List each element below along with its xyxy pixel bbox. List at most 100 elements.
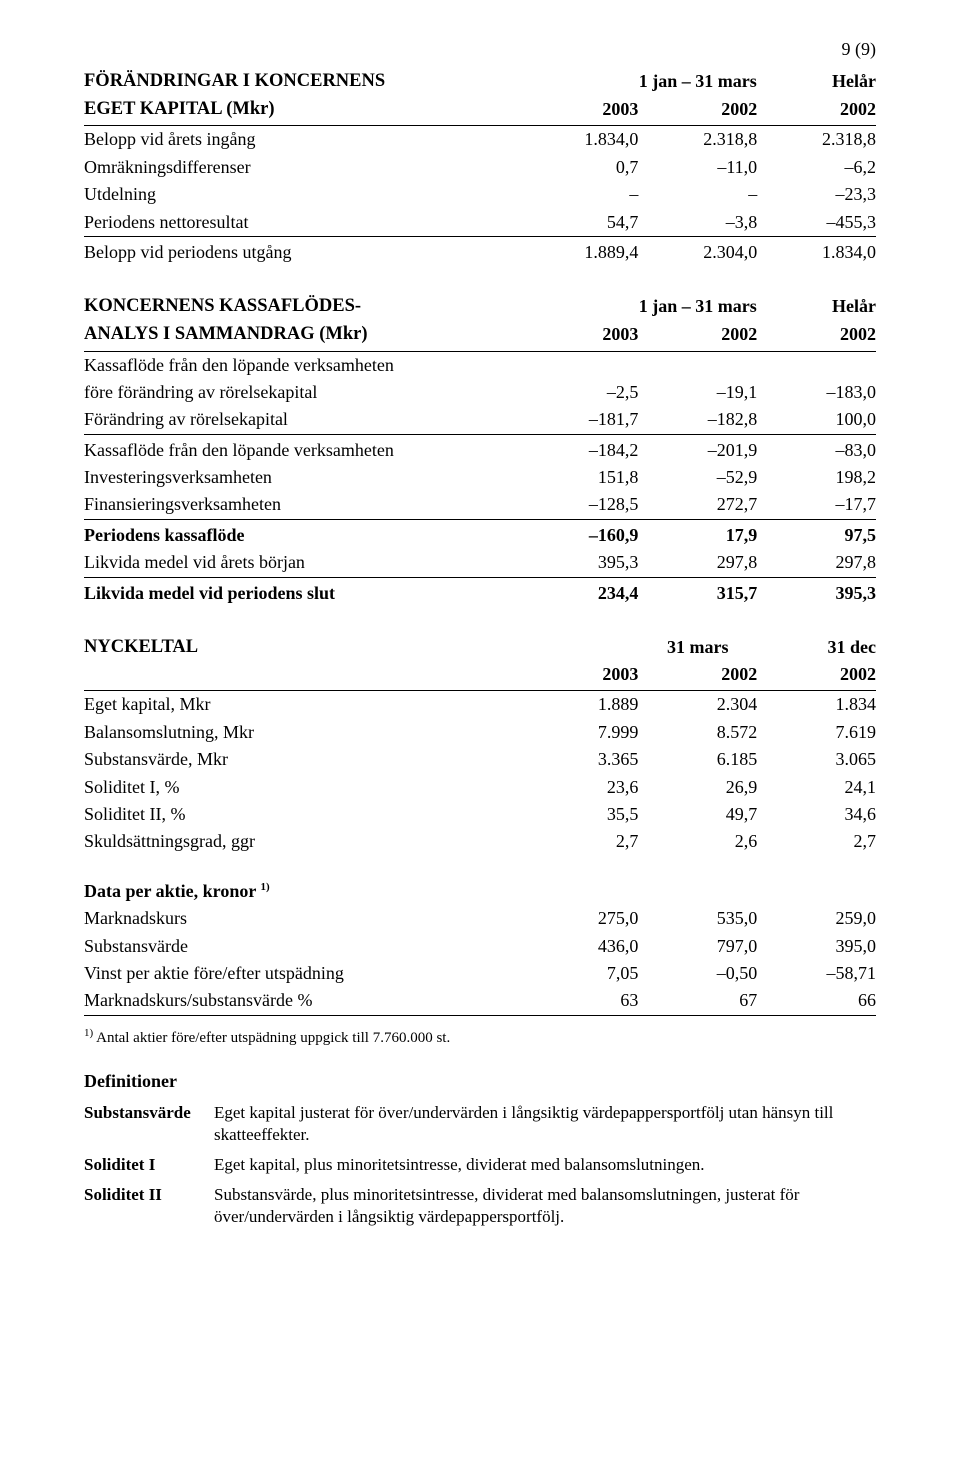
def-term: Soliditet I bbox=[84, 1154, 214, 1176]
cell-label: före förändring av rörelsekapital bbox=[84, 379, 512, 406]
cell-value: –160,9 bbox=[512, 519, 639, 549]
cell-value: 66 bbox=[757, 987, 876, 1015]
cell-value: 3.365 bbox=[512, 746, 639, 773]
keyfig-col1: 2003 bbox=[512, 661, 639, 691]
cell-label: Investeringsverksamheten bbox=[84, 464, 512, 491]
cell-value: 3.065 bbox=[757, 746, 876, 773]
cell-value: 151,8 bbox=[512, 464, 639, 491]
cell-value: 2,7 bbox=[512, 828, 639, 855]
cell-value: –455,3 bbox=[757, 209, 876, 237]
table-row: Soliditet II, % 35,5 49,7 34,6 bbox=[84, 801, 876, 828]
cell-label: Utdelning bbox=[84, 181, 512, 208]
table-row: Likvida medel vid årets början 395,3 297… bbox=[84, 549, 876, 577]
cashflow-col2: 2002 bbox=[638, 320, 757, 351]
cell-label: Belopp vid årets ingång bbox=[84, 126, 512, 154]
table-row: Investeringsverksamheten 151,8 –52,9 198… bbox=[84, 464, 876, 491]
cell-label: Marknadskurs/substansvärde % bbox=[84, 987, 512, 1015]
cell-label: Soliditet I, % bbox=[84, 774, 512, 801]
equity-col2: 2002 bbox=[638, 95, 757, 126]
keyfigures-table: NYCKELTAL 31 mars 31 dec 2003 2002 2002 … bbox=[84, 633, 876, 1016]
table-row: Belopp vid årets ingång 1.834,0 2.318,8 … bbox=[84, 126, 876, 154]
cell-value: 395,0 bbox=[757, 933, 876, 960]
def-body: Eget kapital, plus minoritetsintresse, d… bbox=[214, 1154, 876, 1176]
cell-value: 54,7 bbox=[512, 209, 639, 237]
cell-value: –2,5 bbox=[512, 379, 639, 406]
keyfig-col3: 2002 bbox=[757, 661, 876, 691]
cell-value: 49,7 bbox=[638, 801, 757, 828]
cell-value: 1.834,0 bbox=[757, 237, 876, 267]
pershare-sup: 1) bbox=[261, 881, 270, 893]
cell-value: 7.999 bbox=[512, 719, 639, 746]
cell-value: 259,0 bbox=[757, 905, 876, 932]
cell-value: 34,6 bbox=[757, 801, 876, 828]
cell-value: 315,7 bbox=[638, 577, 757, 607]
cell-value: 2,6 bbox=[638, 828, 757, 855]
cell-label: Soliditet II, % bbox=[84, 801, 512, 828]
cell-value: – bbox=[638, 181, 757, 208]
cashflow-table: KONCERNENS KASSAFLÖDES- 1 jan – 31 mars … bbox=[84, 292, 876, 607]
pershare-header: Data per aktie, kronor 1) bbox=[84, 878, 876, 905]
equity-sum-row: Belopp vid periodens utgång 1.889,4 2.30… bbox=[84, 237, 876, 267]
page-number: 9 (9) bbox=[84, 38, 876, 61]
cell-value: 2.304 bbox=[638, 691, 757, 719]
table-row: Utdelning – – –23,3 bbox=[84, 181, 876, 208]
cell-value: –183,0 bbox=[757, 379, 876, 406]
keyfig-colsuper: 31 mars bbox=[638, 633, 757, 661]
table-row: Periodens kassaflöde –160,9 17,9 97,5 bbox=[84, 519, 876, 549]
cell-value: –17,7 bbox=[757, 491, 876, 519]
equity-title-l1: FÖRÄNDRINGAR I KONCERNENS bbox=[84, 67, 512, 95]
cashflow-col-helar: Helår bbox=[757, 292, 876, 320]
table-row: Periodens nettoresultat 54,7 –3,8 –455,3 bbox=[84, 209, 876, 237]
equity-colsuper: 1 jan – 31 mars bbox=[638, 67, 757, 95]
cell-value: –0,50 bbox=[638, 960, 757, 987]
def-term: Substansvärde bbox=[84, 1102, 214, 1146]
cell-label: Förändring av rörelsekapital bbox=[84, 406, 512, 434]
pershare-title: Data per aktie, kronor bbox=[84, 881, 256, 901]
cell-value: 1.889,4 bbox=[512, 237, 639, 267]
cell-value: –6,2 bbox=[757, 154, 876, 181]
cell-value: 535,0 bbox=[638, 905, 757, 932]
cell-value: –23,3 bbox=[757, 181, 876, 208]
cell-label: Marknadskurs bbox=[84, 905, 512, 932]
equity-col1: 2003 bbox=[512, 95, 639, 126]
table-row: Balansomslutning, Mkr 7.999 8.572 7.619 bbox=[84, 719, 876, 746]
cell-value: 234,4 bbox=[512, 577, 639, 607]
cell-value: –201,9 bbox=[638, 434, 757, 464]
cell-value: –83,0 bbox=[757, 434, 876, 464]
keyfig-col2: 2002 bbox=[638, 661, 757, 691]
cashflow-col1: 2003 bbox=[512, 320, 639, 351]
table-row: Kassaflöde från den löpande verksamheten bbox=[84, 351, 876, 379]
equity-title-l2: EGET KAPITAL (Mkr) bbox=[84, 95, 512, 126]
cell-value: 436,0 bbox=[512, 933, 639, 960]
table-row: Substansvärde 436,0 797,0 395,0 bbox=[84, 933, 876, 960]
equity-colsuper-1 bbox=[512, 67, 639, 95]
def-body: Substansvärde, plus minoritetsintresse, … bbox=[214, 1184, 876, 1228]
cell-value: 100,0 bbox=[757, 406, 876, 434]
cell-value: 7,05 bbox=[512, 960, 639, 987]
cell-value: 275,0 bbox=[512, 905, 639, 932]
cell-value: 7.619 bbox=[757, 719, 876, 746]
cell-label: Likvida medel vid periodens slut bbox=[84, 577, 512, 607]
equity-col-helar: Helår bbox=[757, 67, 876, 95]
cell-value: –58,71 bbox=[757, 960, 876, 987]
footnote-text: Antal aktier före/efter utspädning uppgi… bbox=[96, 1030, 450, 1046]
cell-value: –184,2 bbox=[512, 434, 639, 464]
table-row: Vinst per aktie före/efter utspädning 7,… bbox=[84, 960, 876, 987]
def-body: Eget kapital justerat för över/undervärd… bbox=[214, 1102, 876, 1146]
table-row: Substansvärde, Mkr 3.365 6.185 3.065 bbox=[84, 746, 876, 773]
cashflow-title-l1: KONCERNENS KASSAFLÖDES- bbox=[84, 292, 512, 320]
table-row: Kassaflöde från den löpande verksamheten… bbox=[84, 434, 876, 464]
cell-value: 6.185 bbox=[638, 746, 757, 773]
table-row: Marknadskurs/substansvärde % 63 67 66 bbox=[84, 987, 876, 1015]
cashflow-col3: 2002 bbox=[757, 320, 876, 351]
table-row: Förändring av rörelsekapital –181,7 –182… bbox=[84, 406, 876, 434]
cell-value: 0,7 bbox=[512, 154, 639, 181]
table-row: Eget kapital, Mkr 1.889 2.304 1.834 bbox=[84, 691, 876, 719]
cell-value: 1.889 bbox=[512, 691, 639, 719]
table-row: Finansieringsverksamheten –128,5 272,7 –… bbox=[84, 491, 876, 519]
cell-value: 67 bbox=[638, 987, 757, 1015]
defs-title: Definitioner bbox=[84, 1070, 876, 1093]
cell-value: 23,6 bbox=[512, 774, 639, 801]
cell-value: 297,8 bbox=[757, 549, 876, 577]
cell-value: 2.318,8 bbox=[638, 126, 757, 154]
